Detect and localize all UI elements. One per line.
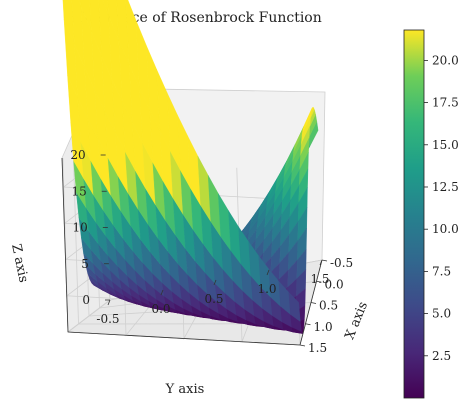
z-tick-label: 15 bbox=[71, 184, 86, 198]
z-tick-label: 5 bbox=[81, 257, 89, 271]
x-tick-mark bbox=[306, 324, 311, 325]
x-tick-mark bbox=[311, 303, 316, 304]
y-tick-label: -0.5 bbox=[96, 312, 119, 326]
colorbar-tick-label: 5.0 bbox=[432, 307, 451, 321]
colorbar bbox=[404, 30, 424, 398]
x-tick-mark bbox=[300, 345, 305, 346]
y-tick-label: 1.0 bbox=[257, 282, 276, 296]
y-tick-label: 0.5 bbox=[204, 292, 223, 306]
colorbar-tick-label: 2.5 bbox=[432, 349, 451, 363]
x-tick-label: 1.5 bbox=[308, 341, 327, 355]
colorbar-tick-label: 15.0 bbox=[432, 138, 459, 152]
colorbar-tick-label: 12.5 bbox=[432, 180, 459, 194]
z-tick-label: 0 bbox=[82, 293, 90, 307]
colorbar-tick-label: 17.5 bbox=[432, 96, 459, 110]
z-tick-label: 10 bbox=[73, 221, 88, 235]
x-tick-label: 0.5 bbox=[319, 299, 338, 313]
colorbar-tick-label: 10.0 bbox=[432, 222, 459, 236]
z-tick-label: 20 bbox=[70, 148, 85, 162]
colorbar-ticks: 2.5 5.0 7.5 10.0 12.5 15.0 17.5 20.0 bbox=[424, 53, 459, 362]
x-tick-label: -0.5 bbox=[330, 256, 353, 270]
x-tick-label: 1.0 bbox=[314, 320, 333, 334]
colorbar-tick-label: 20.0 bbox=[432, 53, 459, 67]
x-tick-label: 0.0 bbox=[325, 277, 344, 291]
z-axis-label: Z axis bbox=[8, 243, 31, 284]
colorbar-tick-label: 7.5 bbox=[432, 264, 451, 278]
x-axis-label: X axis bbox=[342, 300, 371, 342]
y-tick-label: 0.0 bbox=[151, 302, 170, 316]
x-tick-mark bbox=[322, 260, 327, 261]
y-axis-label: Y axis bbox=[165, 382, 205, 397]
